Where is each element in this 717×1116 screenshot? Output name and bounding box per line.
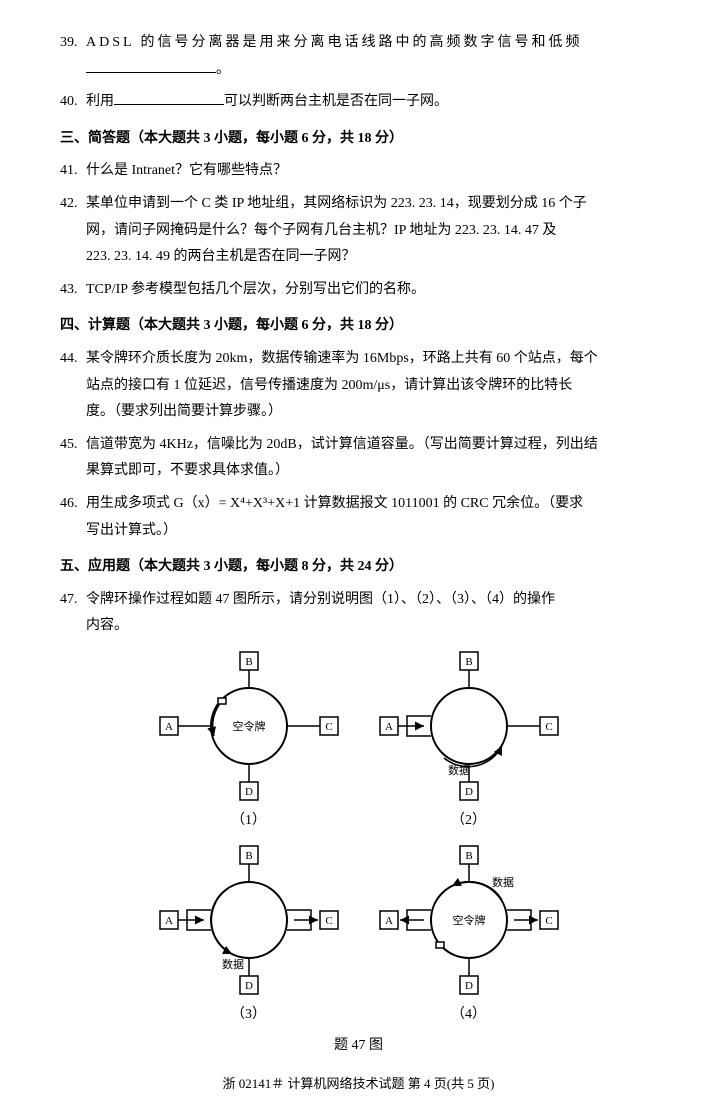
- question-40: 40.利用 可以判断两台主机是否在同一子网。: [60, 89, 657, 116]
- page-footer: 浙 02141＃ 计算机网络技术试题 第 4 页(共 5 页): [60, 1072, 657, 1097]
- blank-40[interactable]: [114, 90, 224, 105]
- svg-text:D: D: [465, 980, 473, 992]
- qnum: 44.: [60, 346, 86, 373]
- qtext: ADSL 的信号分离器是用来分离电话线路中的高频数字信号和低频: [86, 35, 583, 50]
- svg-text:D: D: [465, 786, 473, 798]
- section-5-title: 五、应用题（本大题共 3 小题，每小题 8 分，共 24 分）: [60, 554, 657, 581]
- qtext: 用生成多项式 G（x）= X⁴+X³+X+1 计算数据报文 1011001 的 …: [86, 491, 653, 544]
- qtext: TCP/IP 参考模型包括几个层次，分别写出它们的名称。: [86, 282, 425, 297]
- qtext: 什么是 Intranet？它有哪些特点？: [86, 163, 287, 178]
- l2: 果算式即可，不要求具体求值。）: [86, 463, 289, 478]
- svg-text:B: B: [465, 656, 472, 668]
- l3: 223. 23. 14. 49 的两台主机是否在同一子网？: [86, 249, 356, 264]
- qtext: 某令牌环介质长度为 20km，数据传输速率为 16Mbps，环路上共有 60 个…: [86, 346, 653, 426]
- l1: 令牌环操作过程如题 47 图所示，请分别说明图（1）、（2）、（3）、（4）的操…: [86, 592, 555, 607]
- blank-39[interactable]: [86, 58, 216, 73]
- svg-text:A: A: [165, 915, 173, 927]
- l3: 度。（要求列出简要计算步骤。）: [86, 404, 282, 419]
- svg-text:D: D: [245, 980, 253, 992]
- qtext: 某单位申请到一个 C 类 IP 地址组，其网络标识为 223. 23. 14，现…: [86, 191, 653, 271]
- l1: 某单位申请到一个 C 类 IP 地址组，其网络标识为 223. 23. 14，现…: [86, 196, 587, 211]
- qtext: 令牌环操作过程如题 47 图所示，请分别说明图（1）、（2）、（3）、（4）的操…: [86, 587, 653, 640]
- question-41: 41.什么是 Intranet？它有哪些特点？: [60, 158, 657, 185]
- diagram-row-1: 空令牌 B D A C （1） 数据 B D A C: [60, 646, 657, 835]
- qnum: 39.: [60, 30, 86, 57]
- diagram-row-2: 数据 B D A C （3） 数据 空令牌 B D A: [60, 840, 657, 1029]
- svg-text:A: A: [385, 915, 393, 927]
- diagram-4: 数据 空令牌 B D A C （4）: [374, 840, 564, 1029]
- qnum: 47.: [60, 587, 86, 614]
- svg-text:B: B: [465, 850, 472, 862]
- question-43: 43.TCP/IP 参考模型包括几个层次，分别写出它们的名称。: [60, 277, 657, 304]
- qnum: 43.: [60, 277, 86, 304]
- l2: 站点的接口有 1 位延迟，信号传播速度为 200m/μs，请计算出该令牌环的比特…: [86, 378, 572, 393]
- svg-text:C: C: [325, 915, 332, 927]
- svg-text:空令牌: 空令牌: [232, 719, 265, 733]
- section-4-title: 四、计算题（本大题共 3 小题，每小题 6 分，共 18 分）: [60, 313, 657, 340]
- svg-text:数据: 数据: [448, 763, 470, 777]
- l1: 信道带宽为 4KHz，信噪比为 20dB，试计算信道容量。（写出简要计算过程，列…: [86, 437, 598, 452]
- question-46: 46. 用生成多项式 G（x）= X⁴+X³+X+1 计算数据报文 101100…: [60, 491, 657, 544]
- question-47: 47. 令牌环操作过程如题 47 图所示，请分别说明图（1）、（2）、（3）、（…: [60, 587, 657, 640]
- question-39: 39.ADSL 的信号分离器是用来分离电话线路中的高频数字信号和低频 。: [60, 30, 657, 83]
- qnum: 42.: [60, 191, 86, 218]
- cap-2: （2）: [374, 808, 564, 835]
- svg-text:A: A: [165, 721, 173, 733]
- qnum: 45.: [60, 432, 86, 459]
- svg-text:C: C: [325, 721, 332, 733]
- svg-text:B: B: [245, 656, 252, 668]
- svg-text:数据: 数据: [222, 957, 244, 971]
- question-44: 44. 某令牌环介质长度为 20km，数据传输速率为 16Mbps，环路上共有 …: [60, 346, 657, 426]
- figure-caption: 题 47 图: [60, 1033, 657, 1060]
- qnum: 41.: [60, 158, 86, 185]
- qtext-pre: 利用: [86, 94, 114, 109]
- l2: 网，请问子网掩码是什么？每个子网有几台主机？IP 地址为 223. 23. 14…: [86, 223, 556, 238]
- cap-3: （3）: [154, 1002, 344, 1029]
- qnum: 46.: [60, 491, 86, 518]
- svg-text:D: D: [245, 786, 253, 798]
- svg-text:空令牌: 空令牌: [452, 913, 485, 927]
- svg-text:数据: 数据: [492, 875, 514, 889]
- question-45: 45. 信道带宽为 4KHz，信噪比为 20dB，试计算信道容量。（写出简要计算…: [60, 432, 657, 485]
- svg-text:C: C: [545, 915, 552, 927]
- l2: 写出计算式。）: [86, 523, 177, 538]
- section-3-title: 三、简答题（本大题共 3 小题，每小题 6 分，共 18 分）: [60, 126, 657, 153]
- cap-4: （4）: [374, 1002, 564, 1029]
- l2: 内容。: [86, 618, 128, 633]
- svg-text:A: A: [385, 721, 393, 733]
- svg-text:C: C: [545, 721, 552, 733]
- diagram-3: 数据 B D A C （3）: [154, 840, 344, 1029]
- qnum: 40.: [60, 89, 86, 116]
- qtext: 信道带宽为 4KHz，信噪比为 20dB，试计算信道容量。（写出简要计算过程，列…: [86, 432, 653, 485]
- qtext-post: 可以判断两台主机是否在同一子网。: [224, 94, 448, 109]
- qpost: 。: [216, 62, 230, 77]
- question-42: 42. 某单位申请到一个 C 类 IP 地址组，其网络标识为 223. 23. …: [60, 191, 657, 271]
- diagram-1: 空令牌 B D A C （1）: [154, 646, 344, 835]
- svg-text:B: B: [245, 850, 252, 862]
- l1: 某令牌环介质长度为 20km，数据传输速率为 16Mbps，环路上共有 60 个…: [86, 351, 598, 366]
- cap-1: （1）: [154, 808, 344, 835]
- diagram-2: 数据 B D A C （2）: [374, 646, 564, 835]
- l1: 用生成多项式 G（x）= X⁴+X³+X+1 计算数据报文 1011001 的 …: [86, 496, 583, 511]
